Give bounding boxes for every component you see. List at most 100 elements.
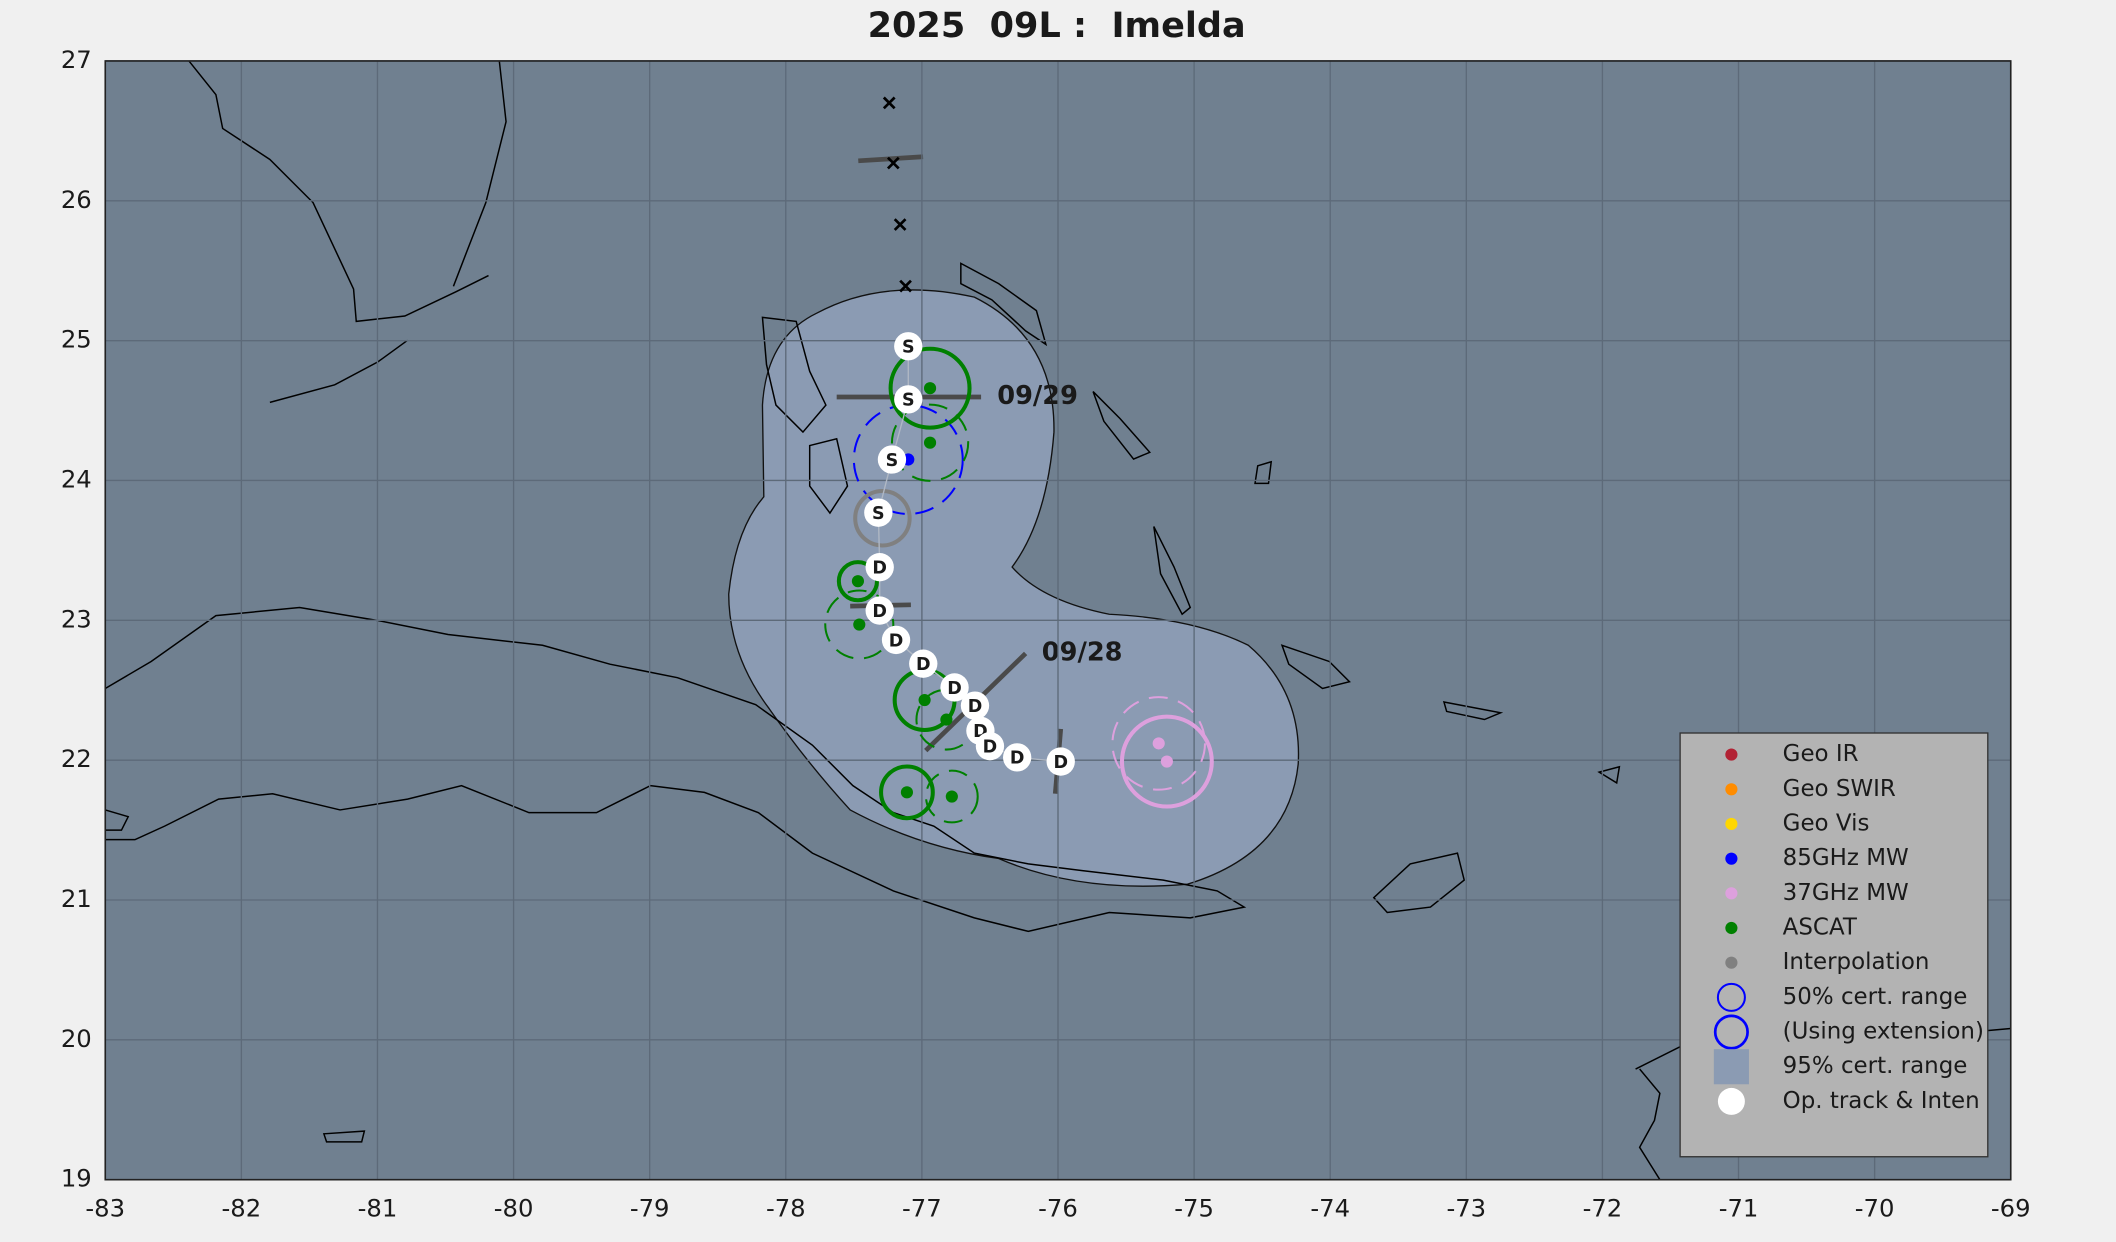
y-tick-label: 26 — [61, 185, 92, 214]
certainty-circle — [1111, 696, 1207, 791]
legend-symbol — [1725, 783, 1738, 796]
intensity-label: S — [902, 391, 915, 411]
y-tick-label: 23 — [61, 604, 92, 633]
legend-symbol — [1713, 1014, 1749, 1050]
x-tick-label: -74 — [1310, 1193, 1350, 1222]
x-tick-label: -78 — [766, 1193, 806, 1222]
y-tick-label: 27 — [61, 45, 92, 74]
fix-dot — [940, 713, 953, 726]
x-tick-label: -73 — [1446, 1193, 1486, 1222]
track-point — [864, 498, 893, 527]
y-tick-label: 20 — [61, 1024, 92, 1053]
fix-dot — [923, 436, 937, 449]
x-tick-label: -79 — [630, 1193, 670, 1222]
x-tick-label: -83 — [85, 1193, 125, 1222]
y-tick-label: 24 — [61, 464, 92, 493]
date-label: 09/28 — [1042, 637, 1123, 667]
x-tick-label: -81 — [358, 1193, 398, 1222]
fix-dot — [853, 618, 866, 631]
legend-symbol — [1713, 1049, 1749, 1085]
legend-label: Op. track & Inten — [1783, 1088, 1980, 1114]
intensity-label: S — [886, 451, 899, 471]
legend-symbol — [1725, 852, 1738, 865]
chart-title: 2025 09L : Imelda — [868, 5, 1246, 46]
legend-symbol — [1725, 887, 1738, 900]
y-tick-label: 25 — [61, 325, 92, 354]
fix-dot — [851, 575, 864, 588]
past-position — [886, 156, 900, 170]
past-position — [893, 218, 907, 231]
certainty-circle — [853, 488, 912, 548]
track-point — [881, 625, 911, 655]
certainty-circle — [888, 346, 972, 430]
legend-label: Interpolation — [1783, 949, 1930, 975]
legend-label: 37GHz MW — [1783, 880, 1909, 906]
x-tick-label: -80 — [494, 1193, 534, 1222]
certainty-circle — [1119, 714, 1214, 809]
legend-symbol — [1716, 982, 1746, 1012]
intensity-label: D — [889, 631, 904, 651]
intensity-label: D — [1010, 749, 1025, 769]
x-tick-label: -70 — [1855, 1193, 1895, 1222]
x-tick-label: -76 — [1038, 1193, 1078, 1222]
legend-label: 95% cert. range — [1783, 1053, 1968, 1079]
certainty-circle — [890, 403, 970, 482]
past-position — [882, 96, 896, 110]
fix-dot — [945, 790, 958, 803]
legend-label: ASCAT — [1783, 915, 1858, 941]
track-point — [894, 332, 923, 361]
legend-symbol — [1725, 921, 1738, 935]
legend-label: Geo Vis — [1783, 810, 1870, 836]
coastlines — [104, 60, 2011, 1181]
intensity-label: D — [983, 738, 998, 758]
x-tick-label: -72 — [1583, 1193, 1623, 1222]
track-point — [865, 596, 894, 625]
y-tick-label: 21 — [61, 884, 92, 913]
legend-label: (Using extension) — [1783, 1019, 1984, 1045]
track-point — [1046, 747, 1075, 776]
intensity-label: D — [1053, 753, 1068, 773]
certainty-circle — [824, 589, 895, 660]
intensity-label: S — [902, 338, 915, 358]
track-point — [877, 445, 907, 474]
legend-label: 50% cert. range — [1783, 984, 1968, 1010]
y-tick-label: 22 — [61, 744, 92, 773]
intensity-label: D — [947, 679, 962, 699]
fix-dot — [1160, 755, 1173, 768]
certainty-circle — [879, 764, 935, 821]
x-tick-label: -82 — [222, 1193, 262, 1222]
intensity-label: D — [968, 697, 983, 717]
legend-symbol — [1717, 1087, 1745, 1115]
legend-symbol — [1725, 817, 1738, 831]
y-tick-label: 19 — [61, 1164, 92, 1193]
track-point — [894, 385, 923, 414]
certainty-circle — [924, 769, 979, 824]
legend-symbol — [1725, 748, 1738, 761]
date-label: 09/29 — [997, 381, 1078, 411]
certainty-circle — [836, 560, 880, 603]
intensity-label: D — [872, 559, 887, 579]
past-position — [899, 279, 912, 293]
x-tick-label: -77 — [902, 1193, 942, 1222]
legend-box — [1679, 732, 1989, 1158]
intensity-label: D — [872, 602, 887, 622]
legend-label: Geo SWIR — [1783, 776, 1896, 802]
legend-label: 85GHz MW — [1783, 845, 1909, 871]
legend-symbol — [1725, 956, 1738, 969]
x-tick-label: -69 — [1991, 1193, 2031, 1222]
intensity-label: S — [872, 504, 885, 524]
track-point — [1002, 743, 1032, 772]
legend-label: Geo IR — [1783, 741, 1859, 767]
track-point — [940, 673, 969, 702]
fix-dot — [1152, 737, 1165, 750]
fix-dot — [923, 382, 937, 395]
x-tick-label: -71 — [1719, 1193, 1759, 1222]
track-point — [909, 649, 938, 678]
track-point — [960, 691, 990, 720]
x-tick-label: -75 — [1174, 1193, 1214, 1222]
intensity-label: D — [916, 655, 931, 675]
fix-dot — [900, 786, 913, 799]
plot-frame — [104, 60, 2012, 1181]
